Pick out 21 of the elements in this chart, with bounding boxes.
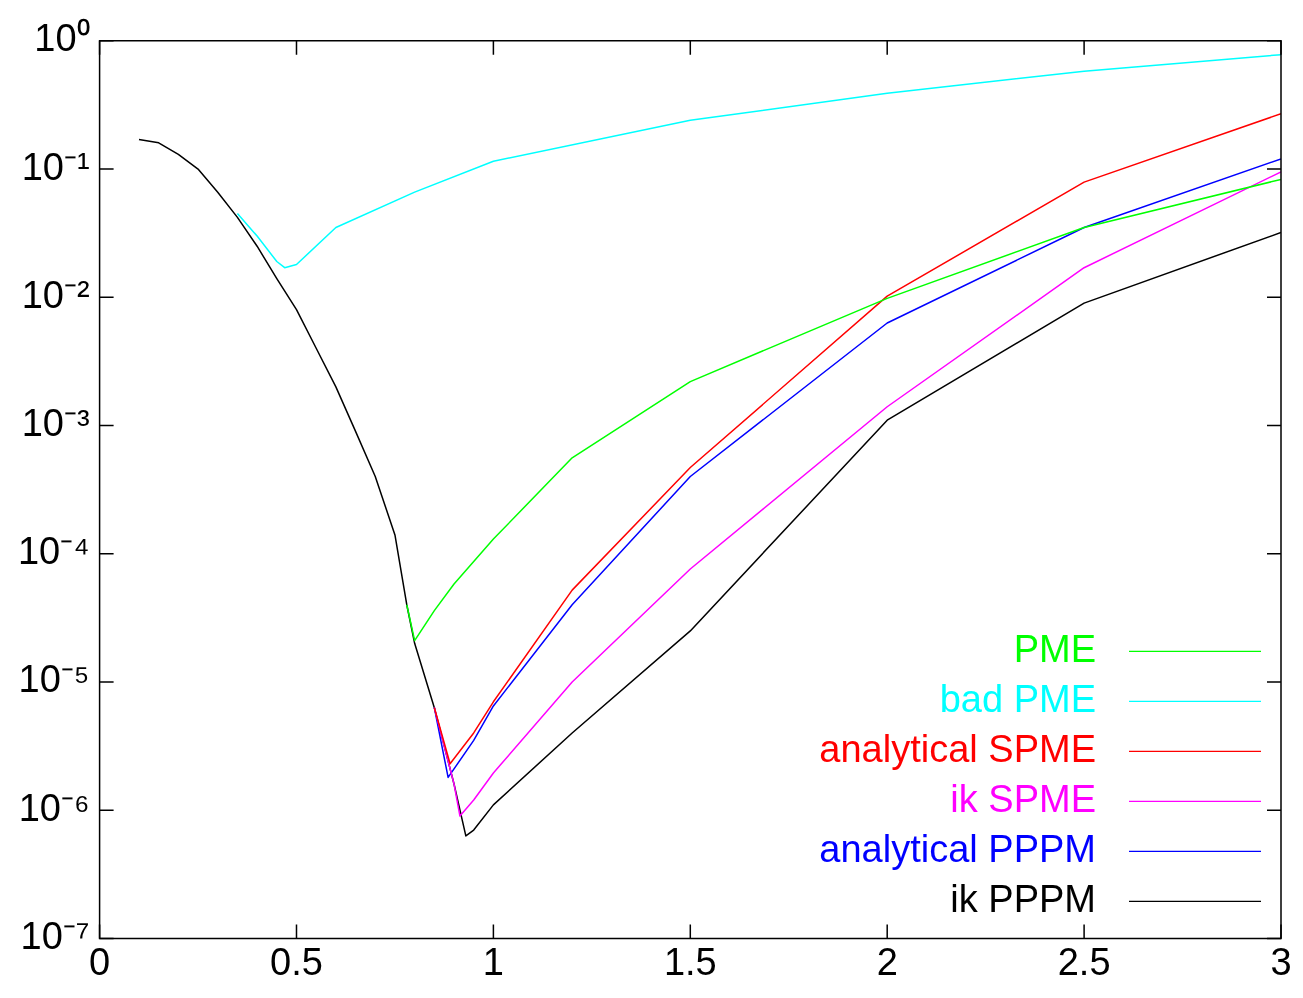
legend-label: analytical SPME: [819, 727, 1096, 770]
legend-label: ik SPME: [950, 777, 1096, 820]
x-tick-label: 0: [89, 940, 111, 983]
y-tick-label: 10⁰: [34, 17, 90, 60]
legend-label: bad PME: [939, 677, 1096, 720]
x-tick-label: 2: [876, 940, 898, 983]
y-tick-label: 10⁻⁶: [18, 786, 90, 829]
legend-label: ik PPPM: [950, 877, 1096, 920]
x-tick-label: 3: [1270, 940, 1292, 983]
x-tick-label: 0.5: [270, 940, 323, 983]
y-tick-label: 10⁻⁵: [18, 658, 90, 701]
x-tick-label: 1: [482, 940, 504, 983]
y-tick-label: 10⁻⁷: [20, 914, 90, 957]
x-tick-label: 1.5: [663, 940, 717, 983]
legend-label: PME: [1013, 627, 1096, 670]
x-tick-label: 2.5: [1057, 940, 1111, 983]
y-tick-label: 10⁻³: [21, 401, 90, 444]
y-tick-label: 10⁻⁴: [17, 530, 90, 573]
y-tick-label: 10⁻²: [21, 273, 90, 316]
legend-label: analytical PPPM: [819, 827, 1096, 870]
y-tick-label: 10⁻¹: [21, 145, 90, 188]
